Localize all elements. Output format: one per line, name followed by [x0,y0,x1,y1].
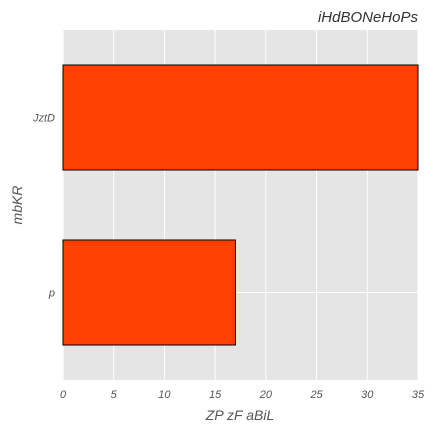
y-axis-ticks: p JztD [32,113,55,300]
x-tick-label: 35 [412,389,425,401]
x-tick-label: 5 [111,389,118,401]
chart-title: iHdBONeHoPs [318,9,419,26]
x-tick-label: 15 [209,389,222,401]
x-axis-ticks: 0 5 10 15 20 25 30 35 [60,389,425,401]
y-tick-label: JztD [32,113,55,125]
x-tick-label: 20 [259,389,273,401]
x-tick-label: 0 [60,389,67,401]
bars [62,64,419,346]
x-tick-label: 30 [361,389,374,401]
x-axis-label: ZP zF aBiL [205,407,274,423]
y-axis-label: mbKR [9,186,25,225]
bar-p [62,239,236,346]
y-tick-label: p [48,288,55,300]
x-tick-label: 25 [309,389,323,401]
bar-JztD [62,64,419,171]
x-tick-label: 10 [158,389,171,401]
